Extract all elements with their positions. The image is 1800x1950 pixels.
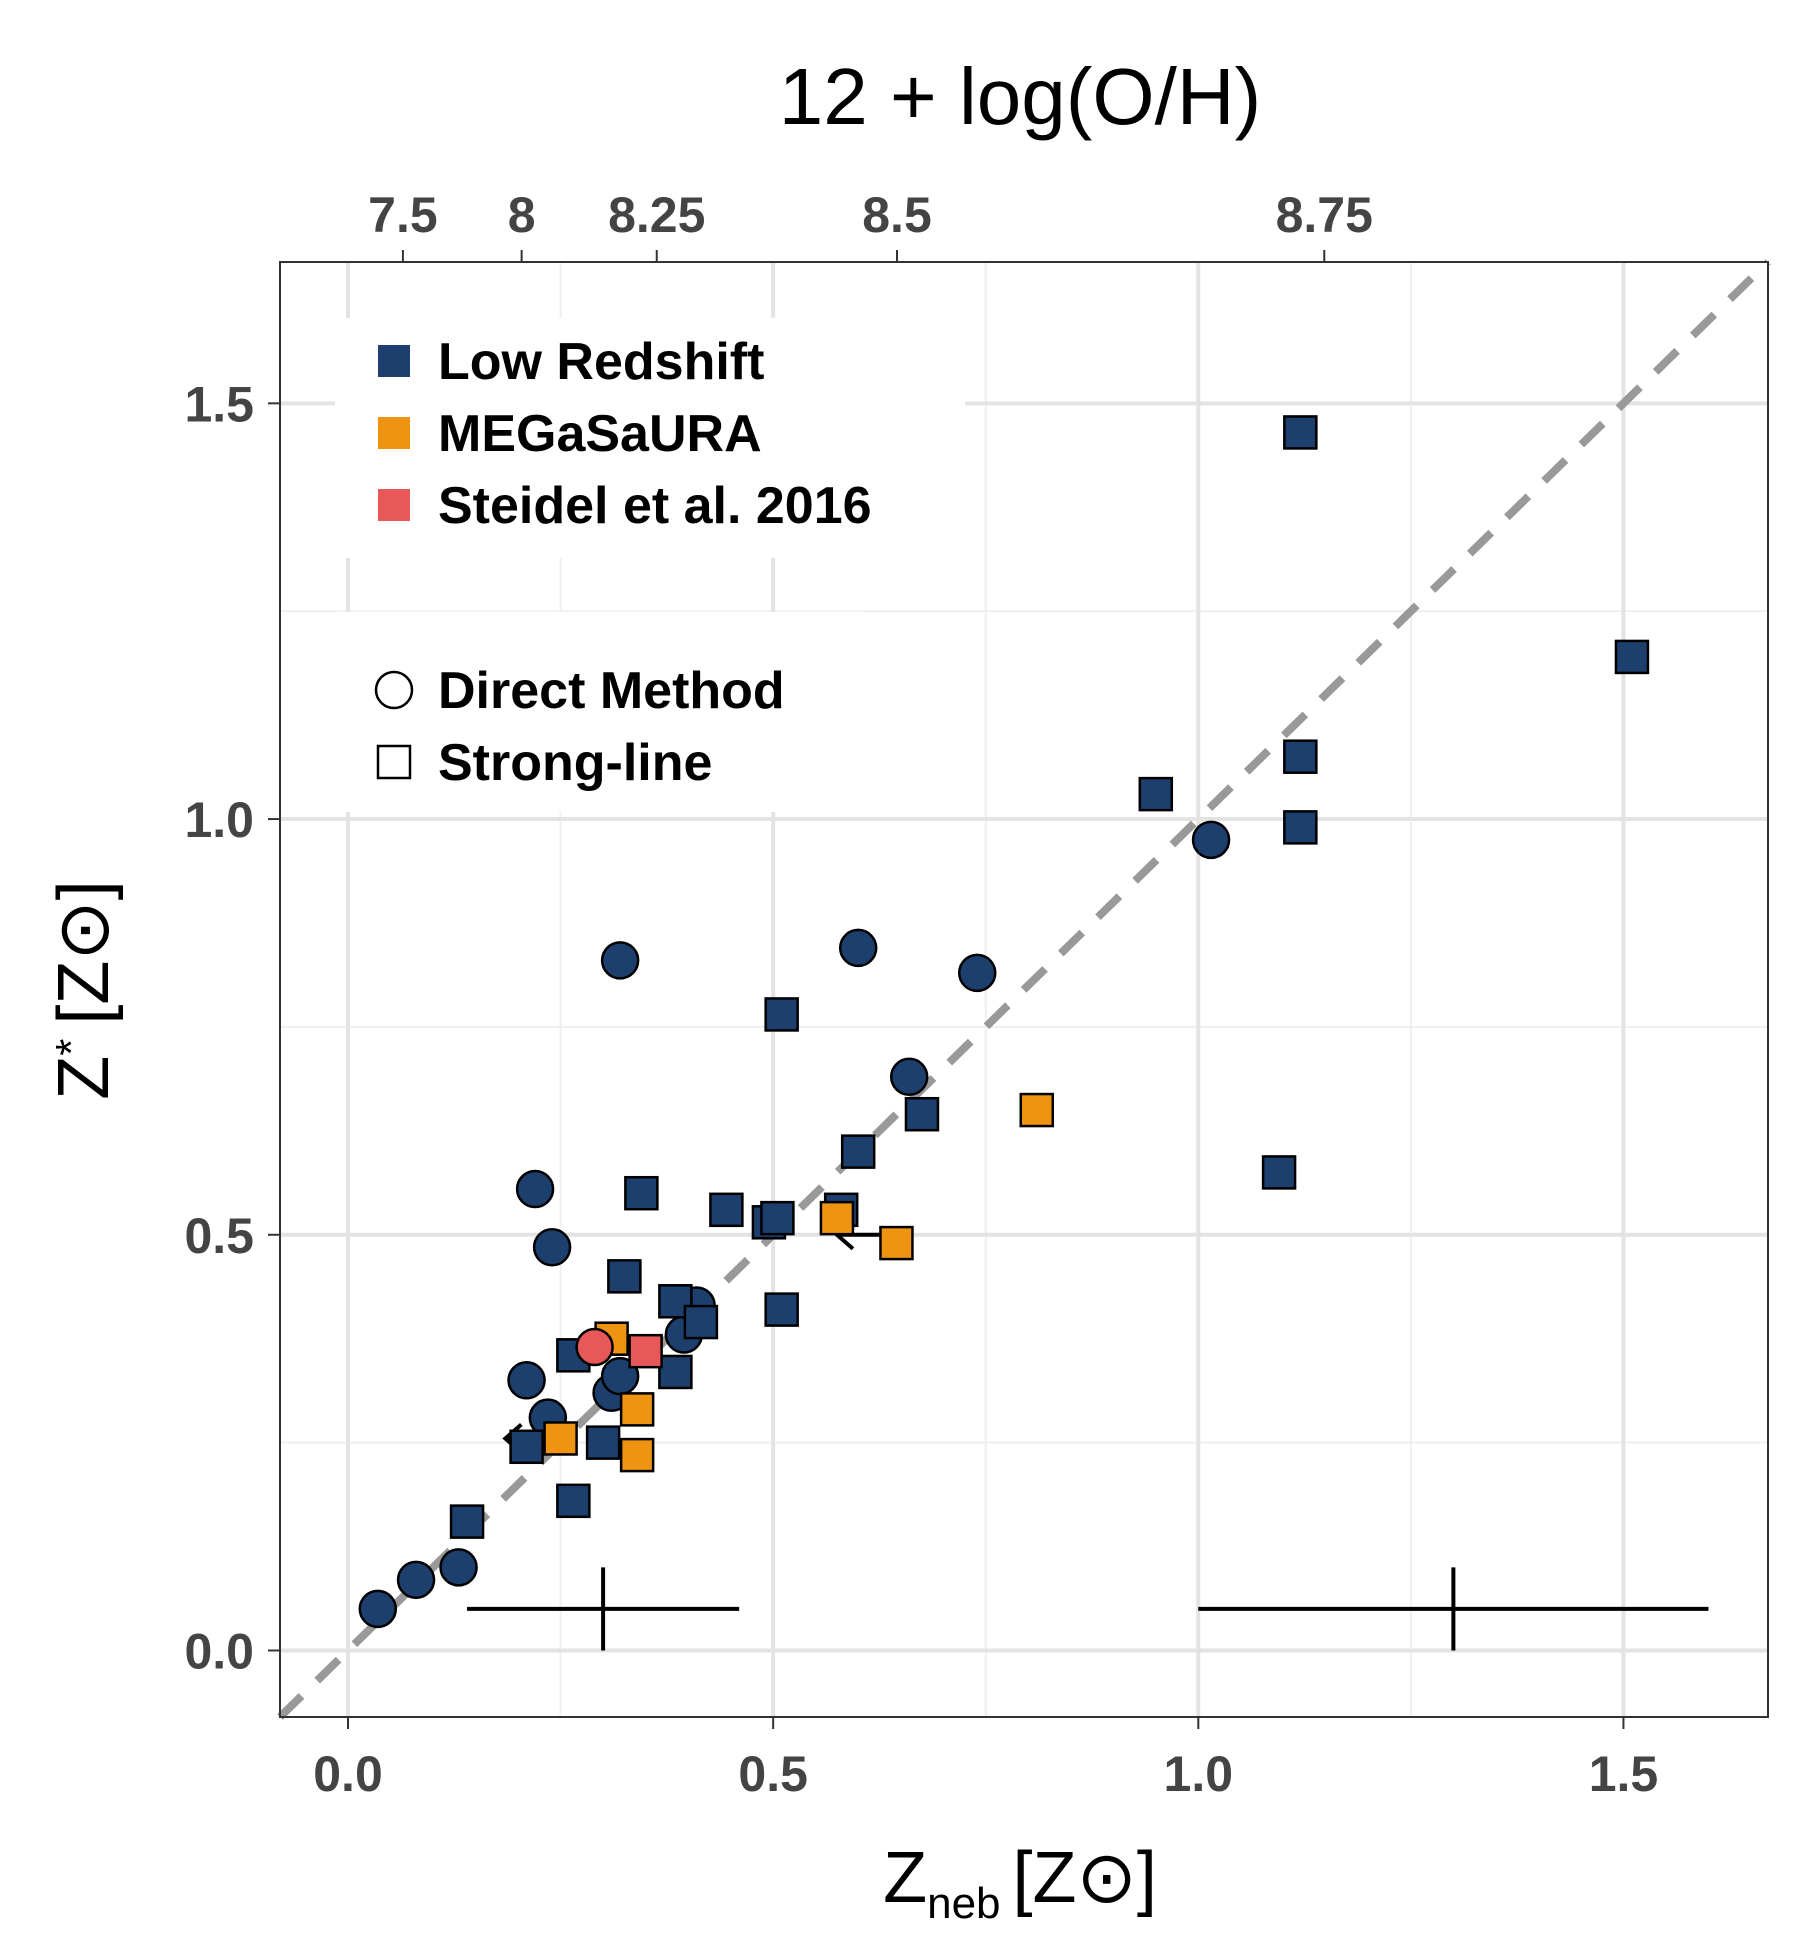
data-point-circle xyxy=(439,1548,478,1587)
data-point-square xyxy=(1283,739,1318,774)
data-point-square xyxy=(1019,1092,1055,1128)
y-axis-title-unit: [Z⊙] xyxy=(44,880,124,1024)
error-bars xyxy=(467,1567,1709,1651)
data-point-square xyxy=(509,1429,544,1465)
x-axis-title-sub: neb xyxy=(927,1879,1000,1928)
plot-frame xyxy=(279,261,1769,1718)
data-point-square xyxy=(1261,1155,1297,1190)
x-axis-ticks: 0.0 0.5 1.0 1.5 xyxy=(313,1717,1658,1802)
data-point-square xyxy=(624,1175,659,1211)
legend-shape-label: Direct Method xyxy=(438,662,785,720)
x-axis-title-main: Z xyxy=(883,1838,927,1918)
y-axis-title: Z* [Z⊙] xyxy=(44,880,124,1099)
legend-circle-swatch xyxy=(374,670,414,710)
data-point-circle xyxy=(957,953,997,993)
data-point-circle xyxy=(889,1057,929,1097)
data-point-square xyxy=(760,1200,795,1236)
data-point-circle xyxy=(358,1589,398,1629)
data-point-square xyxy=(658,1354,693,1390)
y-axis-title-main: Z xyxy=(44,1056,124,1100)
top-tick-label: 7.5 xyxy=(368,187,438,243)
data-point-square xyxy=(683,1304,719,1340)
legend-shape-box xyxy=(335,612,865,812)
y-tick-label: 0.0 xyxy=(184,1623,254,1679)
data-point-circle xyxy=(575,1327,614,1367)
data-point-square xyxy=(619,1392,655,1427)
top-tick-label: 8 xyxy=(508,187,536,243)
data-point-square xyxy=(904,1096,940,1132)
data-point-square xyxy=(628,1333,663,1369)
data-point-circle xyxy=(515,1169,555,1209)
legend-color-label: Low Redshift xyxy=(438,333,764,391)
x-axis-title-unit: [Z⊙] xyxy=(1013,1838,1157,1918)
y-axis-ticks: 0.0 0.5 1.0 1.5 xyxy=(184,376,280,1679)
y-axis-title-sub: * xyxy=(47,1039,96,1056)
data-point-square xyxy=(764,997,799,1032)
y-tick-label: 0.5 xyxy=(184,1208,254,1264)
data-point-circle xyxy=(396,1560,436,1600)
data-point-square xyxy=(1614,639,1650,675)
legend-color-swatch xyxy=(378,345,410,377)
data-point-circle xyxy=(600,941,640,980)
data-point-square xyxy=(543,1421,578,1456)
data-point-circle xyxy=(838,928,878,968)
legend-shape-label: Strong-line xyxy=(438,734,712,792)
data-point-circle xyxy=(532,1227,572,1267)
top-axis-ticks: 7.5 8 8.25 8.5 8.75 xyxy=(368,187,1373,262)
data-point-square xyxy=(709,1192,744,1228)
x-axis-title: Zneb [Z⊙] xyxy=(883,1838,1157,1928)
data-point-square xyxy=(840,1134,876,1169)
top-tick-label: 8.25 xyxy=(608,187,705,243)
data-point-square xyxy=(764,1292,799,1327)
data-point-square xyxy=(879,1225,914,1261)
legend-color-swatch xyxy=(378,489,410,521)
x-tick-label: 0.5 xyxy=(738,1746,808,1802)
data-point-square xyxy=(449,1504,485,1539)
data-point-square xyxy=(556,1483,591,1519)
legend: Low Redshift MEGaSaURA Steidel et al. 2016… xyxy=(374,333,872,792)
x-tick-label: 1.0 xyxy=(1164,1746,1234,1802)
data-point-square xyxy=(619,1437,655,1473)
data-point-square xyxy=(1283,810,1318,845)
data-point-circle xyxy=(507,1361,546,1400)
y-tick-label: 1.5 xyxy=(184,376,254,432)
data-point-square xyxy=(819,1200,855,1236)
data-points xyxy=(358,415,1650,1629)
data-point-square xyxy=(658,1284,693,1319)
x-tick-label: 1.5 xyxy=(1589,1746,1659,1802)
top-tick-label: 8.75 xyxy=(1276,187,1373,243)
top-tick-label: 8.5 xyxy=(862,187,932,243)
data-point-square xyxy=(607,1259,642,1294)
data-point-square xyxy=(585,1425,621,1460)
one-to-one-line xyxy=(277,259,1771,1720)
x-tick-label: 0.0 xyxy=(313,1746,383,1802)
data-point-square xyxy=(1283,415,1318,450)
y-tick-label: 1.0 xyxy=(184,792,254,848)
legend-color-label: Steidel et al. 2016 xyxy=(438,477,872,535)
legend-color-box xyxy=(335,318,965,558)
data-point-circle xyxy=(1191,820,1231,860)
legend-color-label: MEGaSaURA xyxy=(438,405,762,463)
legend-color-swatch xyxy=(378,417,410,449)
top-axis-title: 12 + log(O/H) xyxy=(779,52,1261,141)
legend-square-swatch xyxy=(376,744,412,780)
data-point-square xyxy=(1138,776,1174,812)
